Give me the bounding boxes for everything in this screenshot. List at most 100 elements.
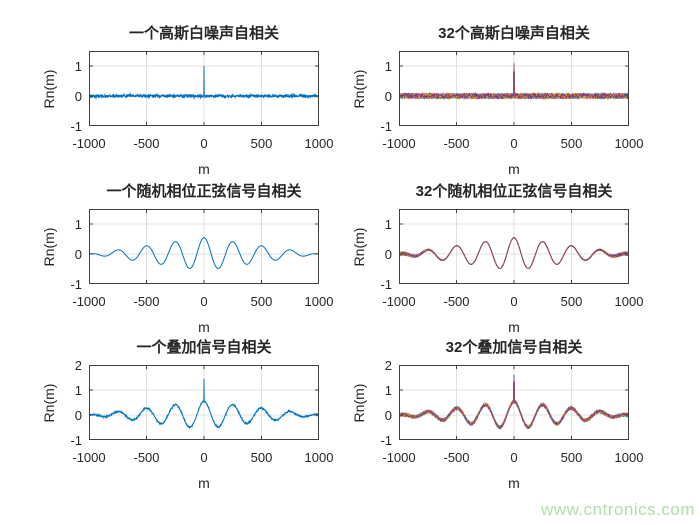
plot-title: 32个叠加信号自相关 <box>445 339 583 356</box>
x-tick-label: 0 <box>510 450 518 465</box>
series-line <box>399 237 629 269</box>
series-line <box>399 375 629 429</box>
series-line <box>399 66 629 100</box>
series-line <box>399 63 629 100</box>
series-line <box>399 375 629 430</box>
series-line <box>399 375 629 429</box>
plot-canvas <box>399 365 629 440</box>
x-tick-label: -500 <box>133 136 160 151</box>
series-line <box>399 374 629 429</box>
y-tick-label: 2 <box>384 358 392 373</box>
x-tick-label: 500 <box>560 136 583 151</box>
series-line <box>399 64 629 100</box>
series-line <box>399 237 629 269</box>
series-line <box>399 377 629 429</box>
y-tick-label: -1 <box>380 433 392 448</box>
y-tick-label: -1 <box>70 119 82 134</box>
x-tick-label: -1000 <box>72 450 106 465</box>
x-tick-label: 500 <box>250 136 273 151</box>
series-line <box>399 63 629 100</box>
series-line <box>399 237 629 269</box>
plot-title: 一个高斯白噪声自相关 <box>128 25 279 42</box>
y-axis-label: Rn(m) <box>351 227 367 266</box>
y-tick-label: 1 <box>384 59 392 74</box>
y-tick-label: 0 <box>384 247 392 262</box>
x-tick-label: -500 <box>443 294 470 309</box>
series-line <box>399 64 629 100</box>
series-line <box>399 237 629 269</box>
x-tick-label: 500 <box>560 294 583 309</box>
x-tick-label: 1000 <box>614 136 644 151</box>
x-tick-label: 500 <box>250 294 273 309</box>
series-line <box>399 237 629 269</box>
series-line <box>399 237 629 269</box>
x-tick-label: -500 <box>133 450 160 465</box>
plot-canvas <box>399 51 629 126</box>
series-line <box>399 376 629 429</box>
series-line <box>399 377 629 429</box>
series-line <box>399 376 629 429</box>
x-tick-label: -1000 <box>382 136 416 151</box>
y-tick-label: 0 <box>384 408 392 423</box>
x-axis-label: m <box>508 161 520 177</box>
series-line <box>399 237 629 269</box>
series-line <box>399 237 629 269</box>
x-tick-label: -1000 <box>382 450 416 465</box>
series-line <box>399 376 629 429</box>
series-line <box>399 65 629 101</box>
series-line <box>399 377 629 430</box>
series-line <box>399 63 629 100</box>
y-tick-label: 1 <box>384 383 392 398</box>
series-line <box>399 62 629 101</box>
y-axis-label: Rn(m) <box>351 69 367 108</box>
series-line <box>399 376 629 429</box>
series-line <box>399 237 629 269</box>
plot-canvas <box>399 209 629 284</box>
series-line <box>399 237 629 269</box>
x-tick-label: 1000 <box>614 450 644 465</box>
series-line <box>399 375 629 430</box>
series-line <box>399 63 629 100</box>
series-line <box>399 66 629 100</box>
series-line <box>399 66 629 100</box>
series-line <box>399 62 629 101</box>
y-tick-label: 1 <box>74 383 82 398</box>
plot-canvas <box>89 51 319 126</box>
series-line <box>399 375 629 430</box>
y-tick-label: 0 <box>74 89 82 104</box>
series-line <box>399 63 629 100</box>
axes-box <box>399 51 629 126</box>
plot-canvas <box>89 365 319 440</box>
x-tick-label: -1000 <box>382 294 416 309</box>
series-line <box>399 375 629 429</box>
series-line <box>399 374 629 429</box>
series-line <box>399 375 629 429</box>
axes-box <box>89 209 319 284</box>
series-line <box>399 377 629 429</box>
series-line <box>399 377 629 429</box>
series-line <box>399 376 629 430</box>
x-axis-label: m <box>508 475 520 491</box>
series-line <box>399 377 629 429</box>
x-tick-label: -1000 <box>72 294 106 309</box>
series-line <box>399 237 629 269</box>
y-axis-label: Rn(m) <box>41 383 57 422</box>
x-tick-label: 0 <box>200 136 208 151</box>
series-line <box>399 237 629 269</box>
series-line <box>399 375 629 429</box>
series-line <box>399 237 629 269</box>
series-line <box>399 237 629 269</box>
series-line <box>399 64 629 101</box>
x-tick-label: 0 <box>200 294 208 309</box>
series-line <box>399 237 629 269</box>
series-line <box>399 64 629 101</box>
y-axis-label: Rn(m) <box>351 383 367 422</box>
series-line <box>399 63 629 100</box>
series-line <box>399 65 629 101</box>
series-line <box>399 64 629 100</box>
x-tick-label: -500 <box>133 294 160 309</box>
series-line <box>399 62 629 101</box>
